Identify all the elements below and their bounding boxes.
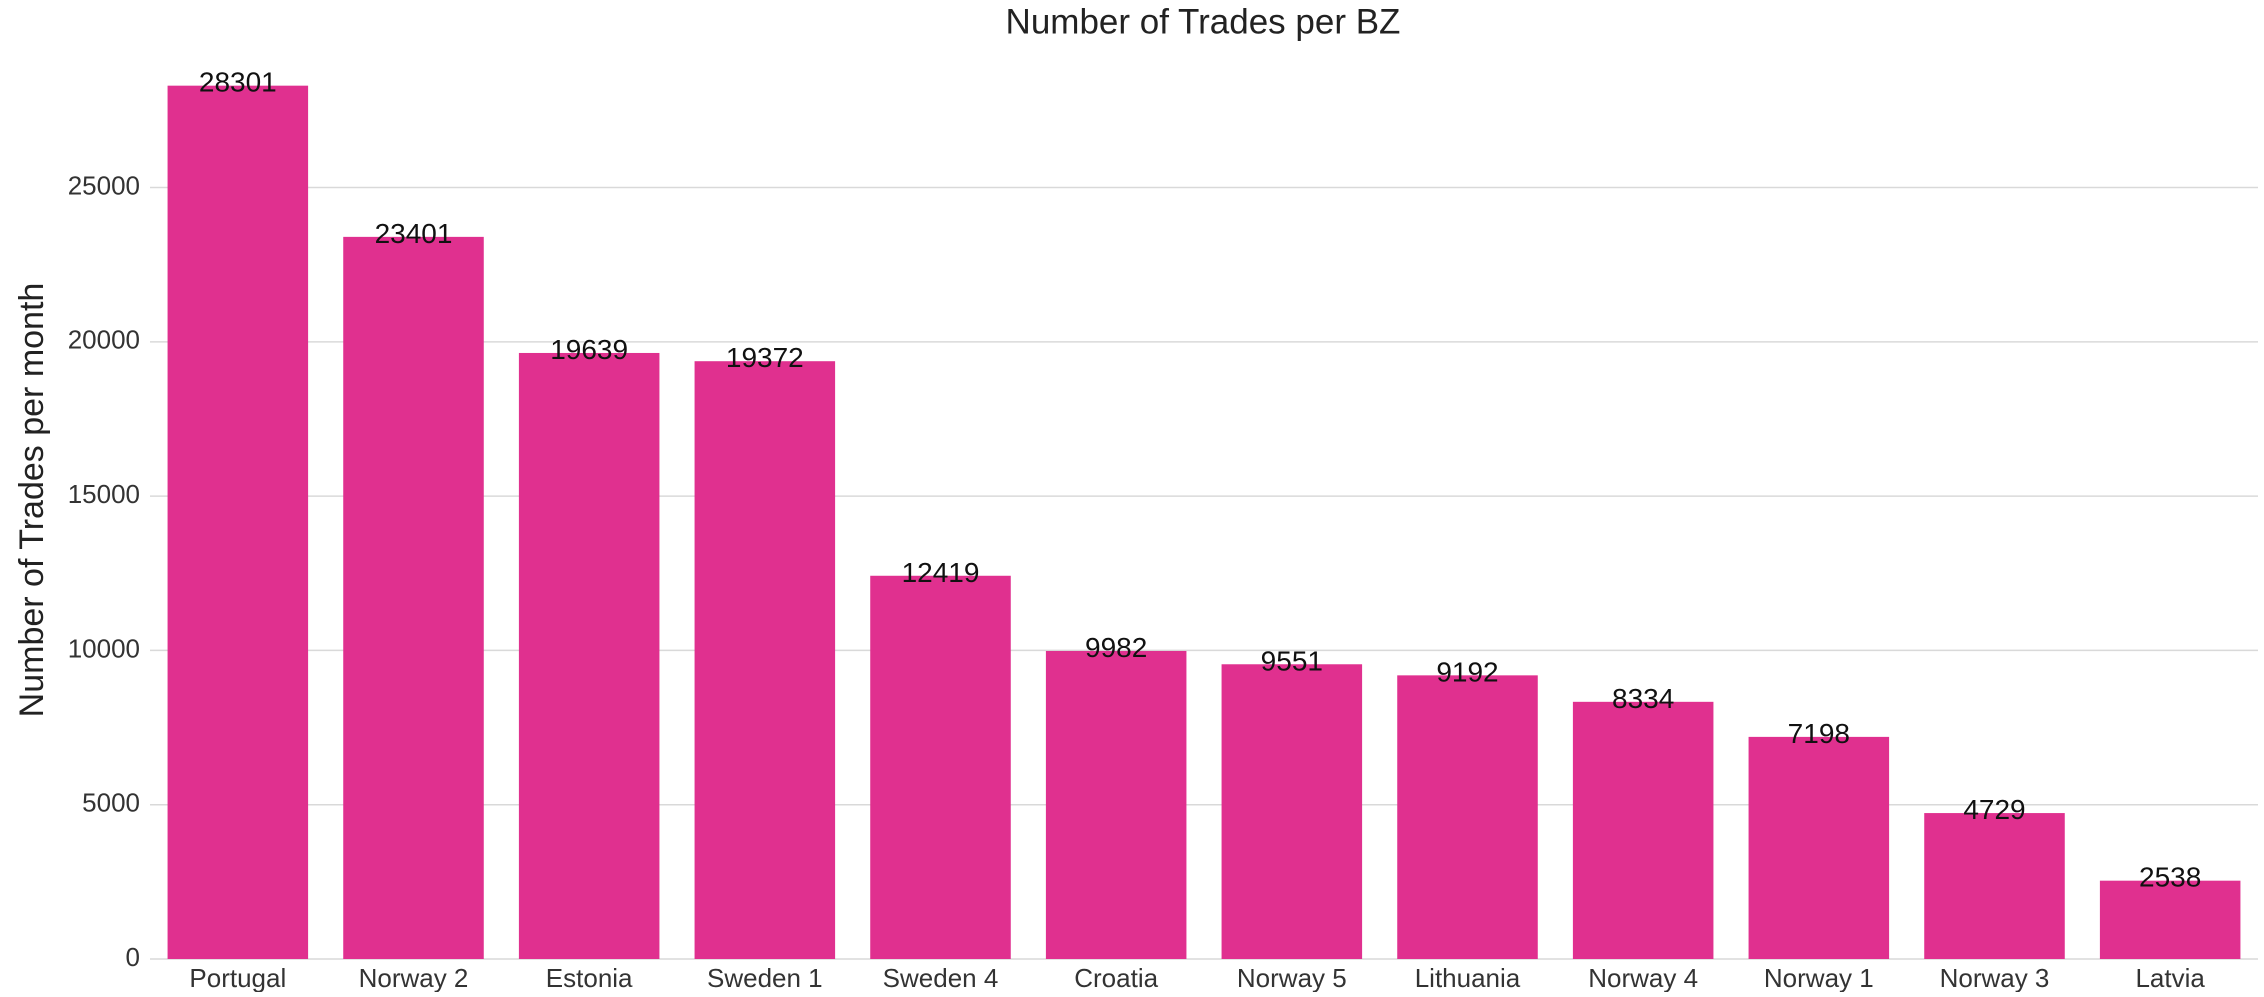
x-tick-label: Croatia	[1074, 963, 1158, 992]
x-tick-label: Sweden 4	[883, 963, 999, 992]
x-tick-label: Sweden 1	[707, 963, 823, 992]
y-tick-label: 25000	[68, 170, 140, 200]
bar	[343, 236, 484, 960]
y-tick-label: 20000	[68, 325, 140, 355]
data-label: 2538	[2139, 862, 2201, 893]
bar	[1045, 650, 1187, 959]
bar	[870, 575, 1011, 959]
bar	[2099, 880, 2241, 959]
data-label: 19372	[726, 342, 804, 373]
y-axis-label: Number of Trades per month	[13, 283, 51, 718]
bar	[518, 352, 660, 959]
x-tick-label: Norway 4	[1588, 963, 1698, 992]
bar	[1397, 675, 1538, 959]
data-label: 28301	[199, 67, 277, 98]
x-tick-label: Norway 1	[1764, 963, 1874, 992]
bar	[694, 361, 836, 960]
bar	[1221, 664, 1363, 959]
bar	[1572, 701, 1714, 959]
x-tick-label: Estonia	[546, 963, 633, 992]
bar	[1748, 736, 1890, 959]
data-label: 23401	[375, 218, 453, 249]
data-label: 7198	[1788, 718, 1850, 749]
y-tick-label: 0	[126, 942, 140, 972]
x-tick-label: Norway 5	[1237, 963, 1347, 992]
x-tick-label: Lithuania	[1415, 963, 1521, 992]
y-tick-label: 10000	[68, 633, 140, 663]
x-tick-label: Norway 3	[1940, 963, 2050, 992]
data-label: 8334	[1612, 683, 1674, 714]
data-label: 9192	[1436, 656, 1498, 687]
chart-title: Number of Trades per BZ	[1006, 2, 1401, 41]
x-tick-label: Portugal	[189, 963, 286, 992]
data-label: 19639	[550, 334, 628, 365]
data-label: 12419	[902, 557, 980, 588]
data-label: 9982	[1085, 632, 1147, 663]
data-label: 4729	[1963, 794, 2025, 825]
x-tick-label: Latvia	[2135, 963, 2205, 992]
bar	[1924, 813, 2065, 959]
bar	[167, 85, 309, 959]
y-tick-label: 5000	[82, 788, 140, 818]
x-tick-label: Norway 2	[359, 963, 469, 992]
data-label: 9551	[1261, 645, 1323, 676]
y-tick-label: 15000	[68, 479, 140, 509]
